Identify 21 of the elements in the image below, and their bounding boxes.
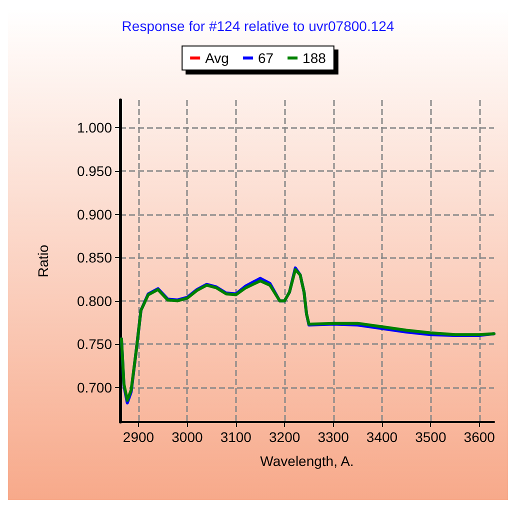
y-tick-label: 0.850 — [76, 250, 112, 266]
chart-title: Response for #124 relative to uvr07800.124 — [122, 18, 394, 34]
x-tick-label: 3600 — [464, 429, 496, 445]
legend-label: 67 — [258, 50, 274, 66]
legend-label: 188 — [302, 50, 326, 66]
x-tick-label: 3400 — [366, 429, 398, 445]
x-tick-label: 3500 — [415, 429, 446, 445]
x-axis-title: Wavelength, A. — [260, 453, 354, 469]
legend-label: Avg — [205, 50, 229, 66]
y-axis-title: Ratio — [35, 244, 51, 278]
y-tick-label: 0.750 — [76, 336, 112, 352]
y-tick-label: 0.950 — [76, 162, 112, 179]
y-tick-label: 0.700 — [76, 379, 112, 396]
y-tick-label: 1.000 — [76, 120, 112, 136]
x-tick-label: 3300 — [318, 429, 350, 445]
x-tick-label: 3000 — [172, 429, 203, 445]
x-tick-label: 3200 — [269, 429, 300, 445]
x-tick-label: 2900 — [122, 429, 154, 445]
y-tick-label: 0.900 — [76, 206, 112, 222]
x-tick-label: 3100 — [220, 429, 252, 445]
y-tick-label: 0.800 — [76, 292, 112, 309]
